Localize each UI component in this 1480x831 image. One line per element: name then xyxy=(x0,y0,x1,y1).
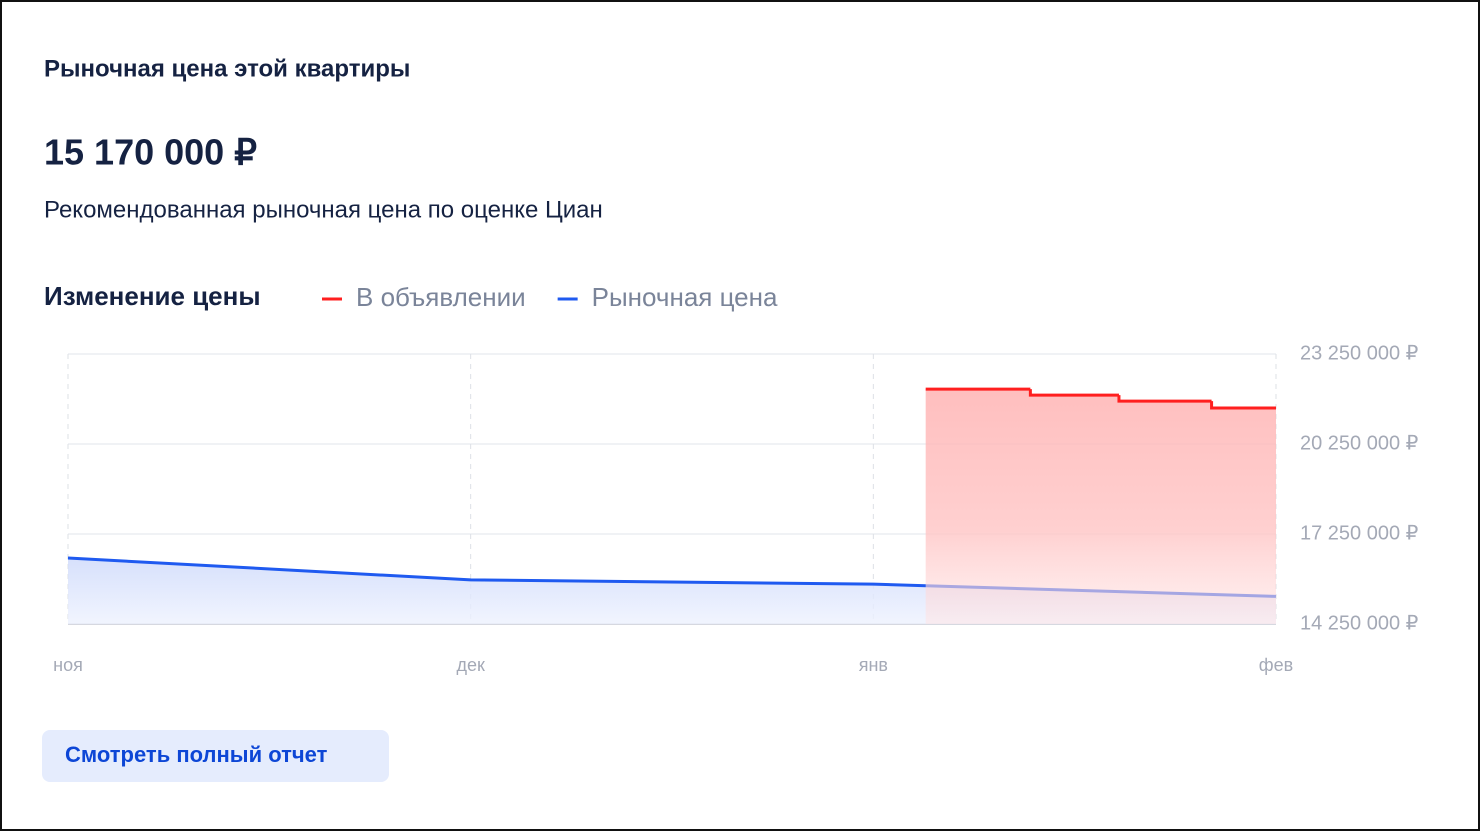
y-tick-label: 14 250 000 ₽ xyxy=(1300,612,1419,634)
report-button[interactable] xyxy=(42,730,389,782)
y-tick-label: 17 250 000 ₽ xyxy=(1300,522,1419,544)
price: 15 170 000 ₽ xyxy=(44,132,257,173)
chart-title: Изменение цены xyxy=(44,281,261,311)
x-tick-label: ноя xyxy=(53,655,83,675)
plot: 14 250 000 ₽ 17 250 000 ₽ 20 250 000 ₽ 23 2… xyxy=(53,342,1419,674)
subtitle: Рекомендованная рыночная цена по оценке … xyxy=(44,196,603,223)
x-tick-label: янв xyxy=(859,655,888,675)
x-tick-label: дек xyxy=(456,655,485,675)
legend-label: В объявлении xyxy=(356,282,526,312)
area-fill xyxy=(925,389,1276,624)
x-tick-label: фев xyxy=(1259,655,1293,675)
y-tick-label: 20 250 000 ₽ xyxy=(1300,432,1419,454)
title: Рыночная цена этой квартиры xyxy=(44,55,410,82)
step-segment xyxy=(1117,395,1212,403)
report-button-label[interactable]: Смотреть полный отчет xyxy=(65,742,328,767)
step-segment xyxy=(1210,401,1276,410)
step-segment xyxy=(1028,389,1119,397)
legend-label: Рыночная цена xyxy=(592,282,778,312)
y-tick-label: 23 250 000 ₽ xyxy=(1300,342,1419,364)
